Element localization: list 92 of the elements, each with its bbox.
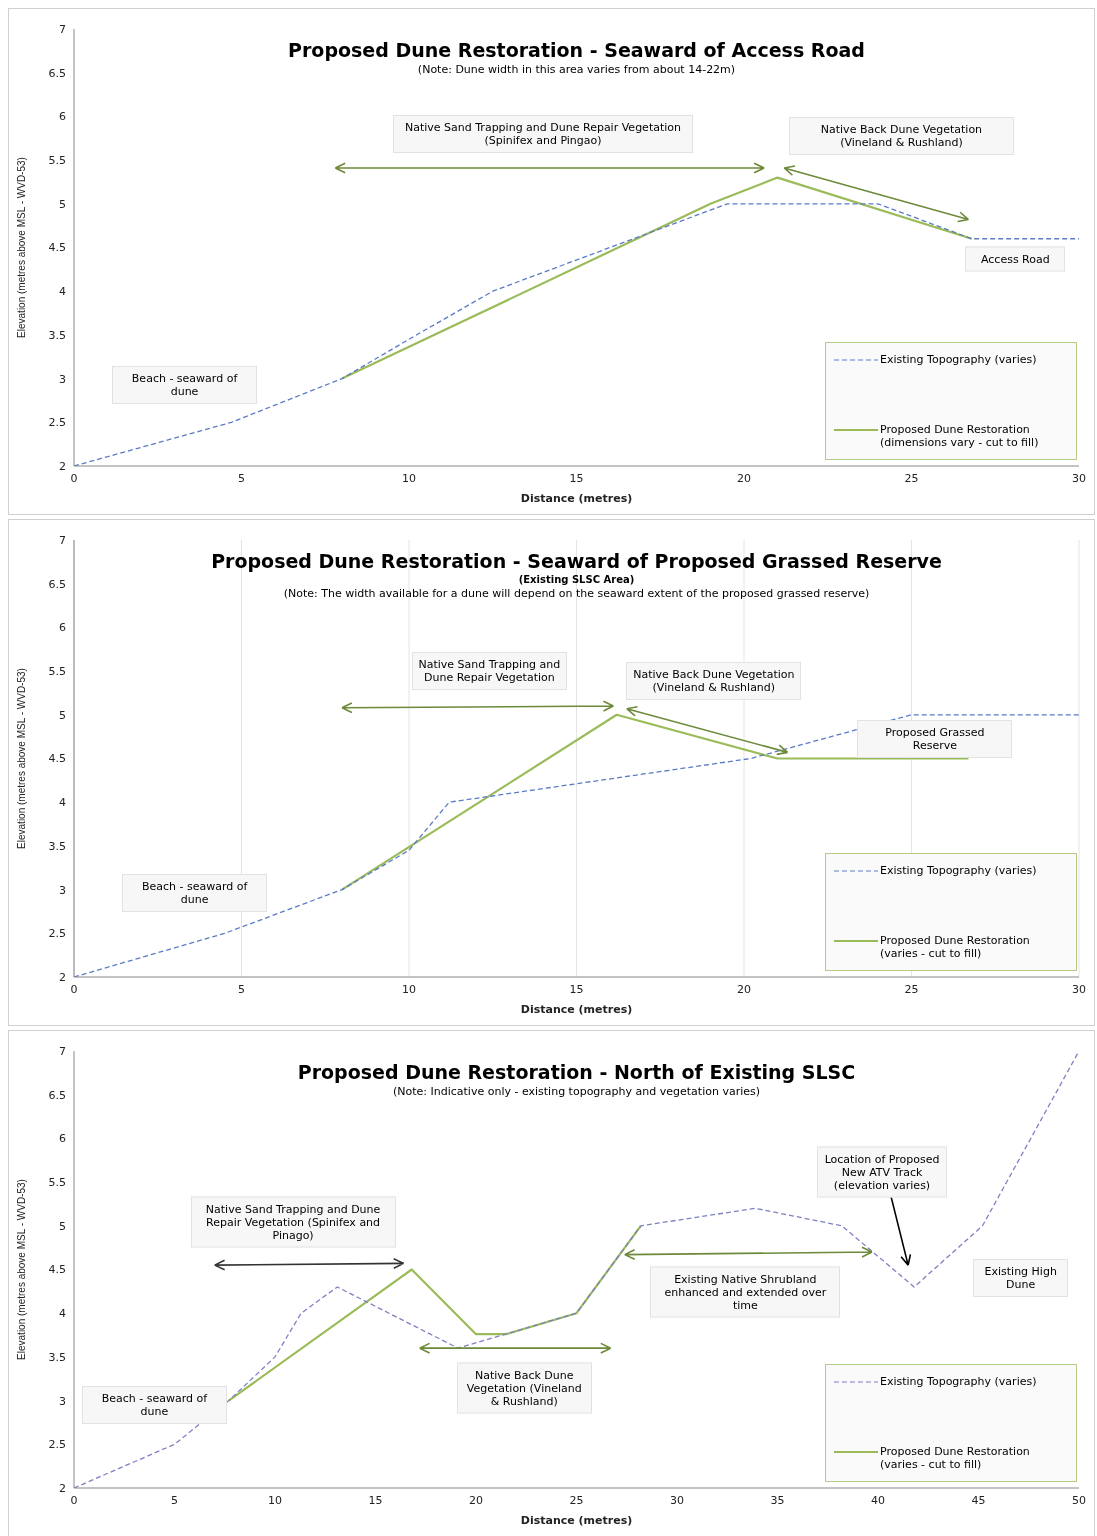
x-tick-label: 50 [1072,1493,1086,1507]
note-box: Native Sand Trapping and Dune Repair Vegetation [411,652,567,691]
x-tick-label: 25 [904,471,919,485]
y-tick-label: 5.5 [48,1176,66,1190]
y-tick-label: 2 [59,970,66,984]
note-box: Native Sand Trapping and Dune Repair Vegetation (Spinifex and Pingao) [393,114,693,153]
x-tick-label: 25 [569,1493,584,1507]
legend-label: Existing Topography (varies) [880,864,1037,877]
y-tick-label: 2.5 [48,927,66,941]
y-tick-label: 4.5 [48,241,66,255]
y-tick-label: 4 [59,796,66,810]
x-axis-title: Distance (metres) [520,1514,633,1527]
x-tick-label: 20 [737,471,751,485]
text: (Note: Indicative only - existing topography and vegetation varies) [391,1085,762,1098]
x-tick-label: 15 [368,1493,383,1507]
y-tick-label: 4 [59,285,66,299]
note-box: Native Back Dune Vegetation (Vineland & Rushland) [626,661,802,700]
y-axis-title: Elevation (metres above MSL - WVD-53) [15,157,27,338]
x-tick-label: 25 [904,982,919,996]
legend-label: Proposed Dune Restoration (varies - cut to fill) [880,934,1031,960]
x-axis-title: Distance (metres) [520,1003,633,1016]
y-tick-label: 5 [59,197,66,211]
y-tick-label: 3.5 [48,1350,66,1364]
y-tick-label: 2 [59,459,66,473]
y-tick-label: 4.5 [48,1263,66,1277]
y-tick-label: 3 [59,883,66,897]
line-series [74,1051,1079,1488]
x-tick-label: 5 [171,1493,178,1507]
note-box: Beach - seaward of dune [122,874,268,913]
y-tick-label: 7 [59,1044,66,1058]
note-box: Beach - seaward of dune [112,365,258,404]
y-tick-label: 5 [59,708,66,722]
x-tick-label: 15 [569,471,584,485]
x-tick-label: 5 [238,471,245,485]
text: Proposed Dune Restoration - Seaward of Access Road [287,39,866,61]
x-tick-label: 10 [268,1493,282,1507]
x-tick-label: 10 [402,982,416,996]
note-box: Beach - seaward of dune [81,1385,227,1424]
x-tick-label: 15 [569,982,584,996]
y-tick-label: 5.5 [48,154,66,168]
note-box: Existing High Dune [973,1259,1069,1298]
x-tick-label: 30 [1072,982,1086,996]
y-tick-label: 6 [59,1132,66,1146]
annotation: (Note: The width available for a dune will depend on the seaward extent of the proposed grassed reserve) [282,587,871,600]
legend-label: Existing Topography (varies) [880,1375,1037,1388]
x-tick-label: 30 [670,1493,684,1507]
y-axis-title: Elevation (metres above MSL - WVD-53) [15,668,27,849]
y-tick-label: 2.5 [48,1438,66,1452]
y-tick-label: 6 [59,621,66,635]
y-tick-label: 6 [59,110,66,124]
text: (Note: Dune width in this area varies from about 14-22m) [416,63,737,76]
note-box: Native Sand Trapping and Dune Repair Vegetation (Spinifex and Pinago) [190,1196,396,1248]
x-tick-label: 30 [1072,471,1086,485]
note-box: Existing Native Shrubland enhanced and extended over time [650,1266,841,1318]
y-tick-label: 5 [59,1219,66,1233]
x-axis-title: Distance (metres) [520,492,633,505]
x-tick-label: 35 [770,1493,785,1507]
y-tick-label: 7 [59,22,66,36]
text: (Existing SLSC Area) [517,574,636,585]
y-tick-label: 6.5 [48,1088,66,1102]
y-tick-label: 3.5 [48,328,66,342]
y-tick-label: 5.5 [48,665,66,679]
y-axis-title: Elevation (metres above MSL - WVD-53) [15,1179,27,1360]
text: Proposed Dune Restoration - Seaward of Proposed Grassed Reserve [210,550,943,572]
x-tick-label: 40 [871,1493,885,1507]
y-tick-label: 6.5 [48,66,66,80]
note-box: Location of Proposed New ATV Track (elevation varies) [817,1147,947,1198]
y-tick-label: 7 [59,533,66,547]
legend-label: Existing Topography (varies) [880,353,1037,366]
y-tick-label: 3 [59,1394,66,1408]
x-tick-label: 0 [70,982,78,996]
x-tick-label: 10 [402,471,416,485]
y-tick-label: 6.5 [48,577,66,591]
text: Proposed Dune Restoration - North of Existing SLSC [296,1061,857,1083]
y-tick-label: 3.5 [48,839,66,853]
note-box: Native Back Dune Vegetation (Vineland & Rushland) [456,1362,592,1414]
legend-label: Proposed Dune Restoration (varies - cut to fill) [880,1445,1031,1471]
legend-label: Proposed Dune Restoration (dimensions vary - cut to fill) [880,423,1040,449]
y-tick-label: 4 [59,1307,66,1321]
note-box: Access Road [965,246,1066,272]
x-tick-label: 0 [70,1493,78,1507]
y-tick-label: 3 [59,372,66,386]
y-tick-label: 4.5 [48,752,66,766]
note-box: Native Back Dune Vegetation (Vineland & Rushland) [788,116,1014,155]
x-tick-label: 5 [238,982,245,996]
x-tick-label: 20 [737,982,751,996]
x-tick-label: 0 [70,471,78,485]
y-tick-label: 2.5 [48,416,66,430]
x-tick-label: 20 [469,1493,483,1507]
y-tick-label: 2 [59,1481,66,1495]
x-tick-label: 45 [971,1493,986,1507]
note-box: Proposed Grassed Reserve [857,720,1013,759]
